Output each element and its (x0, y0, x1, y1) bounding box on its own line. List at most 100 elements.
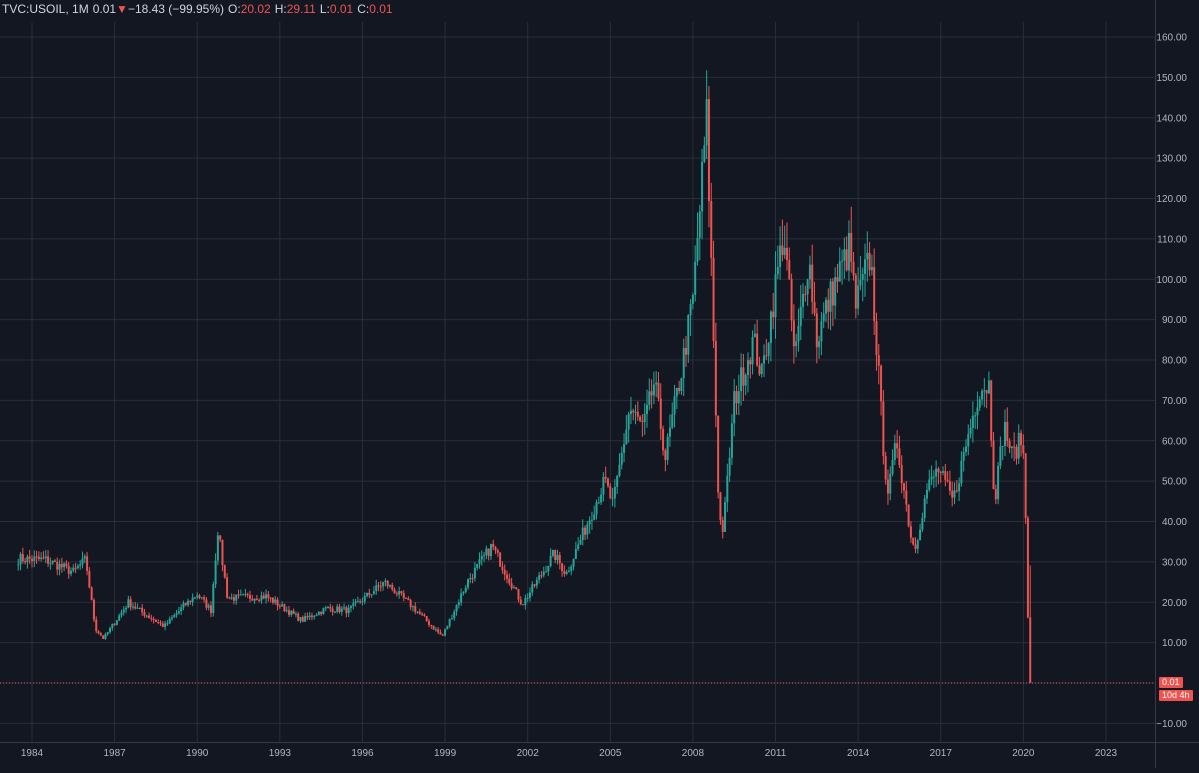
candle-body (538, 575, 541, 580)
candle-body (714, 340, 717, 416)
candle-body (444, 629, 447, 636)
price-axis[interactable]: −10.00 10.00 20.00 30.00 40.00 50.00 60.00 70.0… (1156, 33, 1187, 730)
candle-body (976, 407, 979, 416)
candle-body (932, 476, 935, 478)
candle-body (648, 391, 651, 405)
candle-body (138, 607, 141, 609)
y-tick-label: 70.00 (1162, 396, 1187, 407)
candle-body (237, 594, 240, 596)
candle-body (113, 623, 116, 625)
candle-body (744, 374, 747, 386)
candle-body (696, 237, 699, 262)
candle-body (790, 279, 793, 321)
candle-body (857, 285, 860, 309)
candle-body (79, 564, 82, 566)
y-tick-label: 120.00 (1156, 194, 1187, 205)
candle-body (602, 476, 605, 495)
candle-body (990, 380, 993, 441)
y-tick-label: 40.00 (1162, 517, 1187, 528)
candle-body (609, 485, 612, 499)
candle-body (763, 355, 766, 364)
candle-body (836, 277, 839, 282)
candle-body (99, 633, 102, 636)
candle-body (866, 252, 869, 260)
candle-body (127, 599, 130, 608)
candle-body (859, 279, 862, 286)
candle-body (159, 622, 162, 624)
candle-body (338, 606, 341, 612)
candle-body (306, 616, 309, 618)
candle-body (882, 401, 885, 457)
candle-body (662, 428, 665, 451)
candle-body (756, 333, 759, 366)
candle-body (558, 555, 561, 564)
candle-body (1029, 617, 1032, 683)
last-value: 0.01 (92, 2, 117, 16)
candle-body (873, 267, 876, 322)
candle-body (76, 565, 79, 568)
candle-body (496, 550, 499, 553)
time-axis[interactable]: 1984 1987 1990 1993 1996 1999 2002 2005 2008 2011… (21, 748, 1118, 759)
candle-body (260, 595, 263, 601)
candle-body (597, 502, 600, 504)
candle-body (875, 321, 878, 356)
candle-body (955, 490, 958, 492)
candle-body (187, 600, 190, 606)
candle-body (542, 571, 545, 576)
candle-body (244, 594, 247, 596)
candle-body (687, 314, 690, 355)
candle-body (125, 607, 128, 610)
candle-body (999, 446, 1002, 467)
y-tick-label: 60.00 (1162, 436, 1187, 447)
x-tick-label: 2002 (517, 748, 540, 759)
candle-body (652, 384, 655, 396)
candle-body (106, 632, 109, 635)
candles (17, 70, 1032, 683)
candle-body (283, 604, 286, 612)
candle-body (606, 478, 609, 486)
candle-body (802, 293, 805, 308)
candle-body (740, 367, 743, 392)
candle-body (499, 552, 502, 567)
candle-body (636, 411, 639, 417)
candle-body (691, 294, 694, 304)
x-tick-label: 1987 (103, 748, 126, 759)
candle-body (26, 556, 29, 563)
candle-body (765, 355, 768, 357)
candle-body (935, 468, 938, 477)
candle-body (847, 232, 850, 271)
candle-body (205, 599, 208, 608)
candle-body (308, 615, 311, 618)
candle-body (937, 468, 940, 473)
candle-body (391, 584, 394, 590)
candle-body (611, 498, 614, 500)
candle-body (797, 325, 800, 342)
candle-body (81, 558, 84, 565)
candle-body (111, 623, 114, 629)
candle-body (1026, 518, 1029, 618)
y-tick-label: 150.00 (1156, 73, 1187, 84)
candle-body (356, 601, 359, 603)
candle-body (620, 452, 623, 465)
candle-body (88, 570, 91, 588)
candle-body (423, 614, 426, 617)
x-tick-label: 2023 (1095, 748, 1118, 759)
candle-body (340, 608, 343, 612)
symbol-label[interactable]: TVC:USOIL, 1M (2, 2, 89, 16)
candle-body (893, 443, 896, 461)
candle-body (919, 529, 922, 541)
candle-body (506, 574, 509, 579)
candle-body (563, 571, 566, 574)
candle-body (907, 504, 910, 527)
candle-body (246, 594, 249, 596)
candle-body (629, 410, 632, 415)
candle-body (382, 582, 385, 587)
candle-body (239, 594, 242, 596)
candle-body (898, 448, 901, 466)
y-tick-label: 80.00 (1162, 356, 1187, 367)
y-tick-label: 110.00 (1157, 234, 1187, 245)
high-label: H: (274, 2, 287, 16)
candle-body (271, 597, 274, 603)
candle-body (519, 599, 522, 605)
